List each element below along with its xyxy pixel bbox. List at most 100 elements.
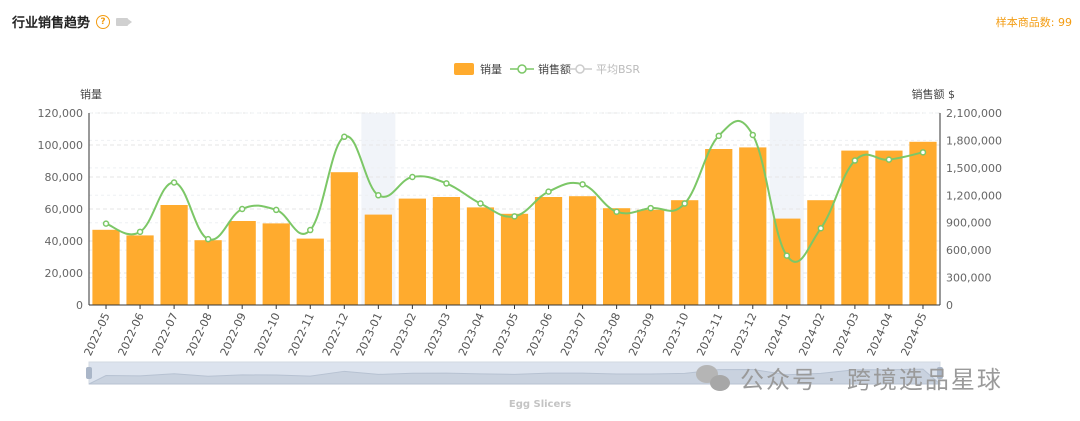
line-point-2024-05[interactable] (919, 149, 927, 156)
sample-count-label: 样本商品数: 99 (995, 16, 1072, 29)
y-left-tick-label: 0 (76, 299, 83, 312)
bar-2024-04[interactable] (875, 150, 903, 305)
bar-2023-09[interactable] (637, 209, 665, 305)
line-point-2023-06[interactable] (545, 188, 552, 195)
bar-2022-08[interactable] (194, 240, 222, 305)
zoom-handle-left[interactable] (86, 367, 92, 379)
line-point-2023-10[interactable] (681, 200, 688, 207)
line-point-2022-10[interactable] (272, 206, 280, 214)
legend-label: 销售额 (538, 62, 571, 76)
line-point-2022-12[interactable] (341, 133, 348, 141)
bar-2023-04[interactable] (466, 207, 495, 305)
y-right-tick-label: 1,500,000 (946, 162, 1002, 175)
page-title: 行业销售趋势 (12, 16, 91, 31)
line-point-2023-09[interactable] (647, 204, 654, 212)
question-circle-icon[interactable]: ? (96, 14, 111, 29)
bar-2023-05[interactable] (500, 213, 529, 305)
line-point-2023-12[interactable] (749, 131, 757, 139)
chart-header: 行业销售趋势 ? (12, 12, 133, 31)
bar-2023-01[interactable] (364, 214, 392, 305)
x-tick-label: 2023-07 (558, 311, 589, 358)
x-tick-label: 2024-05 (898, 311, 929, 358)
y-right-tick-label: 600,000 (946, 244, 992, 257)
x-tick-label: 2024-03 (830, 311, 861, 358)
y-right-tick-label: 900,000 (946, 217, 992, 230)
x-tick-label: 2023-04 (456, 311, 487, 358)
y-right-tick-label: 300,000 (946, 272, 992, 285)
x-tick-label: 2022-07 (150, 311, 181, 358)
bar-2022-06[interactable] (126, 235, 154, 305)
bar-2022-09[interactable] (228, 221, 256, 305)
line-point-2023-02[interactable] (409, 173, 416, 181)
bar-2023-08[interactable] (603, 208, 631, 305)
bar-2023-12[interactable] (739, 147, 767, 305)
bar-2023-06[interactable] (534, 197, 563, 305)
line-point-2022-11[interactable] (307, 226, 314, 234)
line-point-2022-08[interactable] (204, 235, 212, 243)
video-camera-icon[interactable] (116, 17, 133, 26)
y-left-tick-label: 120,000 (38, 107, 84, 120)
bar-2022-10[interactable] (262, 223, 290, 305)
legend-label: 销量 (480, 62, 502, 76)
y-right-tick-label: 2,100,000 (946, 107, 1002, 120)
chart-subtitle: Egg Slicers (508, 399, 572, 410)
line-point-2023-01[interactable] (375, 192, 382, 199)
x-tick-label: 2023-11 (694, 311, 725, 358)
line-point-2024-04[interactable] (885, 156, 893, 163)
bar-2022-11[interactable] (296, 238, 324, 305)
y-left-tick-label: 60,000 (45, 203, 84, 216)
bar-2023-02[interactable] (398, 198, 426, 305)
x-tick-label: 2022-12 (320, 311, 351, 358)
line-point-2023-03[interactable] (443, 180, 450, 187)
watermark-text: 公众号 · 跨境选品星球 (740, 366, 1003, 394)
x-tick-label: 2024-02 (796, 311, 827, 358)
bar-2022-12[interactable] (330, 172, 358, 305)
x-tick-label: 2023-01 (354, 311, 385, 358)
x-tick-label: 2024-04 (864, 311, 895, 358)
line-point-2022-06[interactable] (136, 228, 144, 236)
legend-item-0[interactable]: 销量 (454, 62, 502, 76)
x-tick-label: 2023-08 (592, 311, 623, 358)
x-tick-label: 2022-09 (218, 311, 249, 358)
x-tick-label: 2023-09 (626, 311, 657, 358)
y-left-tick-label: 20,000 (45, 267, 84, 280)
line-point-2023-05[interactable] (511, 213, 518, 220)
legend-item-2[interactable]: 平均BSR (568, 63, 640, 76)
legend-label: 平均BSR (596, 63, 640, 76)
y-right-tick-label: 1,200,000 (946, 189, 1002, 202)
bar-2024-02[interactable] (807, 200, 835, 305)
x-tick-label: 2022-11 (286, 311, 317, 358)
x-tick-label: 2023-12 (728, 311, 759, 358)
x-tick-label: 2022-10 (252, 311, 283, 358)
line-point-2024-01[interactable] (783, 252, 791, 259)
line-point-2023-04[interactable] (477, 200, 484, 207)
line-point-2023-07[interactable] (579, 181, 586, 188)
legend-item-1[interactable]: 销售额 (510, 62, 571, 76)
zoom-handle-right[interactable] (937, 367, 943, 379)
line-point-2022-09[interactable] (238, 205, 246, 213)
x-tick-label: 2022-08 (184, 311, 215, 358)
bar-2024-05[interactable] (909, 141, 937, 305)
x-tick-label: 2023-02 (388, 311, 419, 358)
line-point-2024-03[interactable] (851, 157, 859, 164)
line-point-2023-08[interactable] (613, 208, 620, 215)
bar-2022-07[interactable] (160, 205, 188, 305)
bar-2022-05[interactable] (92, 229, 120, 305)
x-tick-label: 2022-06 (116, 311, 147, 358)
bar-2023-11[interactable] (705, 149, 733, 305)
y-right-tick-label: 0 (946, 299, 953, 312)
line-point-2023-11[interactable] (715, 132, 722, 140)
legend[interactable]: 销量 销售额 平均BSR (454, 62, 640, 76)
bar-2023-07[interactable] (568, 196, 597, 305)
bar-2023-10[interactable] (671, 200, 699, 305)
bar-2023-03[interactable] (432, 197, 461, 305)
x-tick-label: 2024-01 (762, 311, 793, 358)
x-tick-label: 2023-10 (660, 311, 691, 358)
line-point-2022-07[interactable] (170, 179, 178, 186)
legend-swatch (454, 63, 474, 75)
y-left-tick-label: 40,000 (45, 235, 84, 248)
line-point-2022-05[interactable] (102, 220, 110, 227)
line-point-2024-02[interactable] (817, 224, 825, 232)
x-tick-label: 2023-03 (422, 311, 453, 358)
legend-swatch-marker (575, 64, 585, 74)
